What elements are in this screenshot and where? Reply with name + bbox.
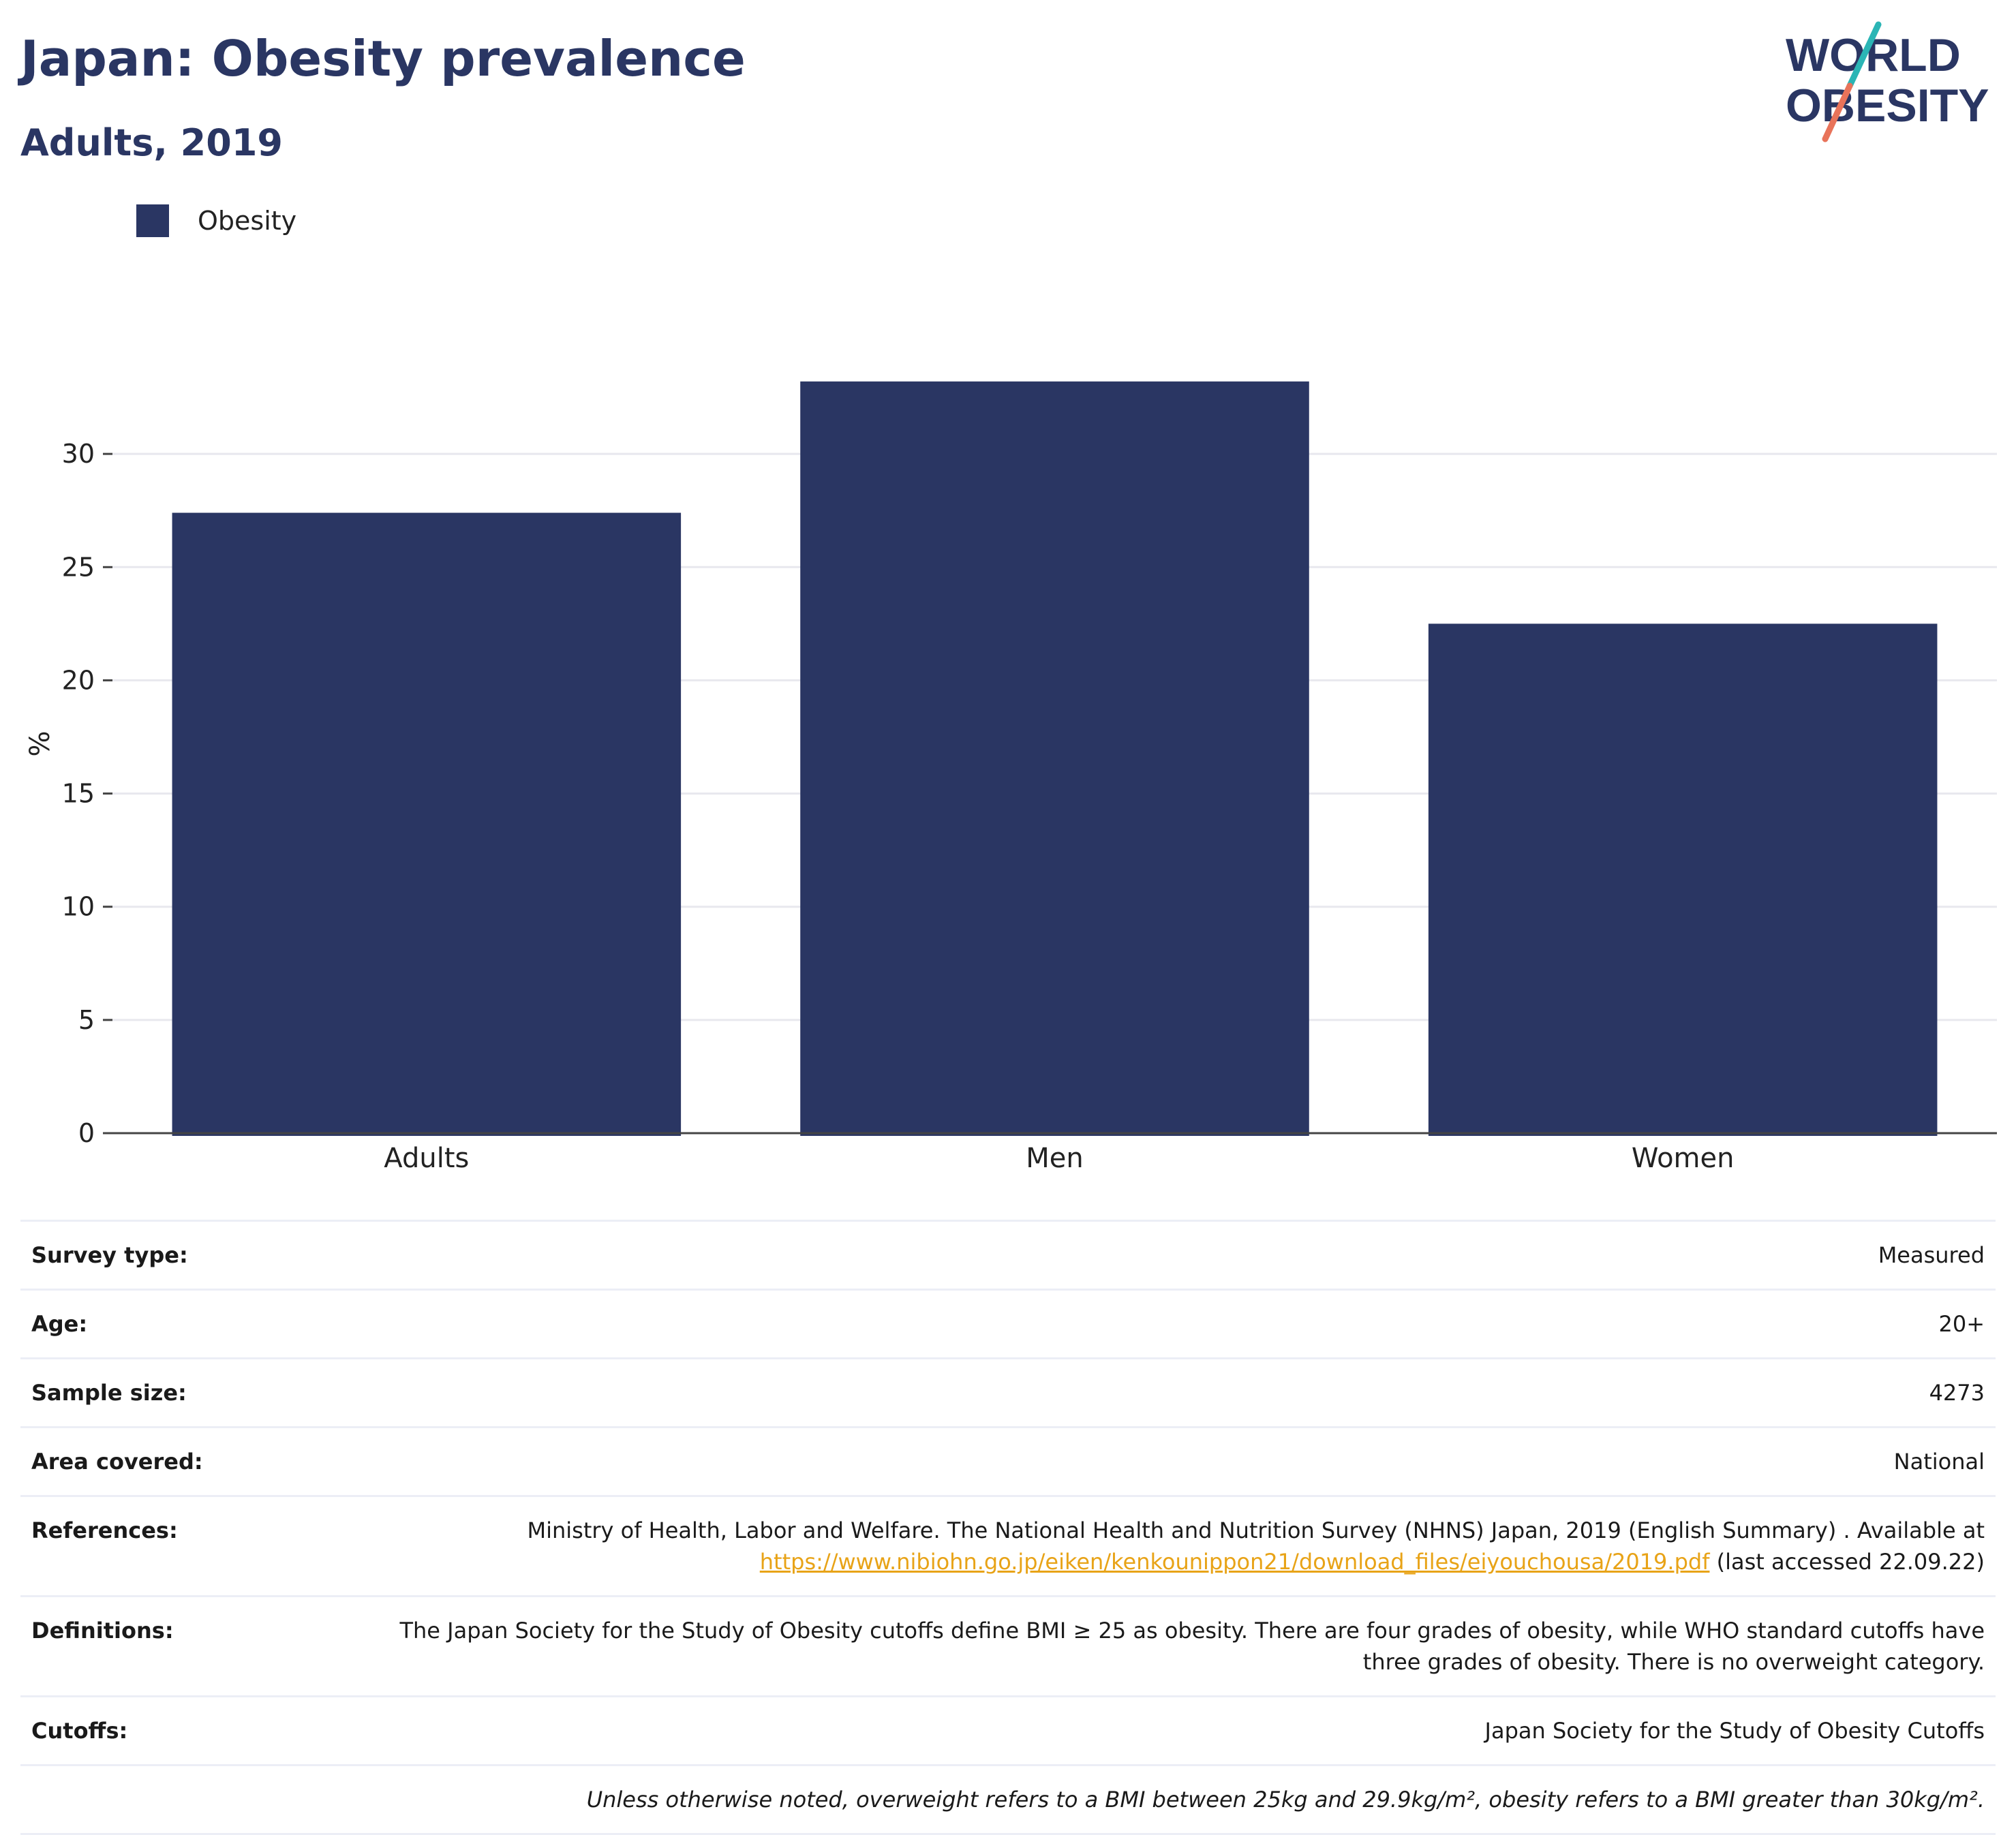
meta-value: Measured	[383, 1220, 1996, 1290]
meta-row-survey-type: Survey type: Measured	[20, 1220, 1996, 1290]
meta-key: References:	[20, 1495, 383, 1597]
meta-value: Japan Society for the Study of Obesity C…	[383, 1695, 1996, 1765]
chart-subtitle: Adults, 2019	[20, 121, 283, 164]
legend: Obesity	[136, 204, 296, 237]
y-axis-label: %	[25, 730, 56, 756]
y-tick-label: 15	[62, 779, 95, 809]
bar-chart: 0 5 10 15 20 25 30% Adults Men Women	[25, 381, 1997, 1174]
bar-men	[800, 381, 1309, 1136]
legend-swatch	[136, 204, 169, 237]
meta-key: Age:	[20, 1289, 383, 1359]
metadata-table: Survey type: Measured Age: 20+ Sample si…	[20, 1220, 1996, 1835]
references-suffix: (last accessed 22.09.22)	[1716, 1549, 1985, 1575]
meta-key: Area covered:	[20, 1426, 383, 1496]
meta-value: 4273	[383, 1357, 1996, 1428]
logo-teal-stroke	[1846, 21, 1882, 89]
footnote: Unless otherwise noted, overweight refer…	[20, 1764, 1996, 1835]
x-tick-label: Men	[1026, 1143, 1083, 1174]
y-tick-label: 10	[62, 892, 95, 922]
meta-row-age: Age: 20+	[20, 1289, 1996, 1359]
meta-value: 20+	[383, 1289, 1996, 1359]
bar-women	[1428, 623, 1938, 1136]
meta-value: The Japan Society for the Study of Obesi…	[383, 1595, 1996, 1697]
references-text: Ministry of Health, Labor and Welfare. T…	[527, 1517, 1985, 1543]
references-link[interactable]: https://www.nibiohn.go.jp/eiken/kenkouni…	[759, 1549, 1710, 1575]
meta-row-definitions: Definitions: The Japan Society for the S…	[20, 1595, 1996, 1697]
meta-row-references: References: Ministry of Health, Labor an…	[20, 1495, 1996, 1597]
y-tick-label: 25	[62, 552, 95, 582]
meta-row-area: Area covered: National	[20, 1426, 1996, 1496]
bar-adults	[172, 512, 682, 1136]
y-tick-label: 5	[78, 1005, 95, 1035]
chart-title: Japan: Obesity prevalence	[20, 30, 746, 87]
meta-row-cutoffs: Cutoffs: Japan Society for the Study of …	[20, 1695, 1996, 1765]
logo-coral-stroke	[1822, 82, 1853, 142]
y-tick-label: 20	[62, 665, 95, 695]
meta-key: Definitions:	[20, 1595, 383, 1697]
meta-key: Cutoffs:	[20, 1695, 383, 1765]
y-tick-label: 30	[62, 439, 95, 469]
y-tick-label: 0	[78, 1118, 95, 1148]
logo-line2: OBESITY	[1786, 80, 1989, 132]
meta-key: Sample size:	[20, 1357, 383, 1428]
meta-value: Ministry of Health, Labor and Welfare. T…	[383, 1495, 1996, 1597]
x-tick-label: Women	[1632, 1143, 1735, 1174]
meta-value: National	[383, 1426, 1996, 1496]
meta-key: Survey type:	[20, 1220, 383, 1290]
meta-row-sample-size: Sample size: 4273	[20, 1357, 1996, 1428]
world-obesity-logo: WORLD OBESITY	[1786, 21, 1989, 142]
meta-row-note: Unless otherwise noted, overweight refer…	[20, 1764, 1996, 1835]
x-tick-label: Adults	[384, 1143, 469, 1174]
legend-label[interactable]: Obesity	[198, 206, 297, 236]
